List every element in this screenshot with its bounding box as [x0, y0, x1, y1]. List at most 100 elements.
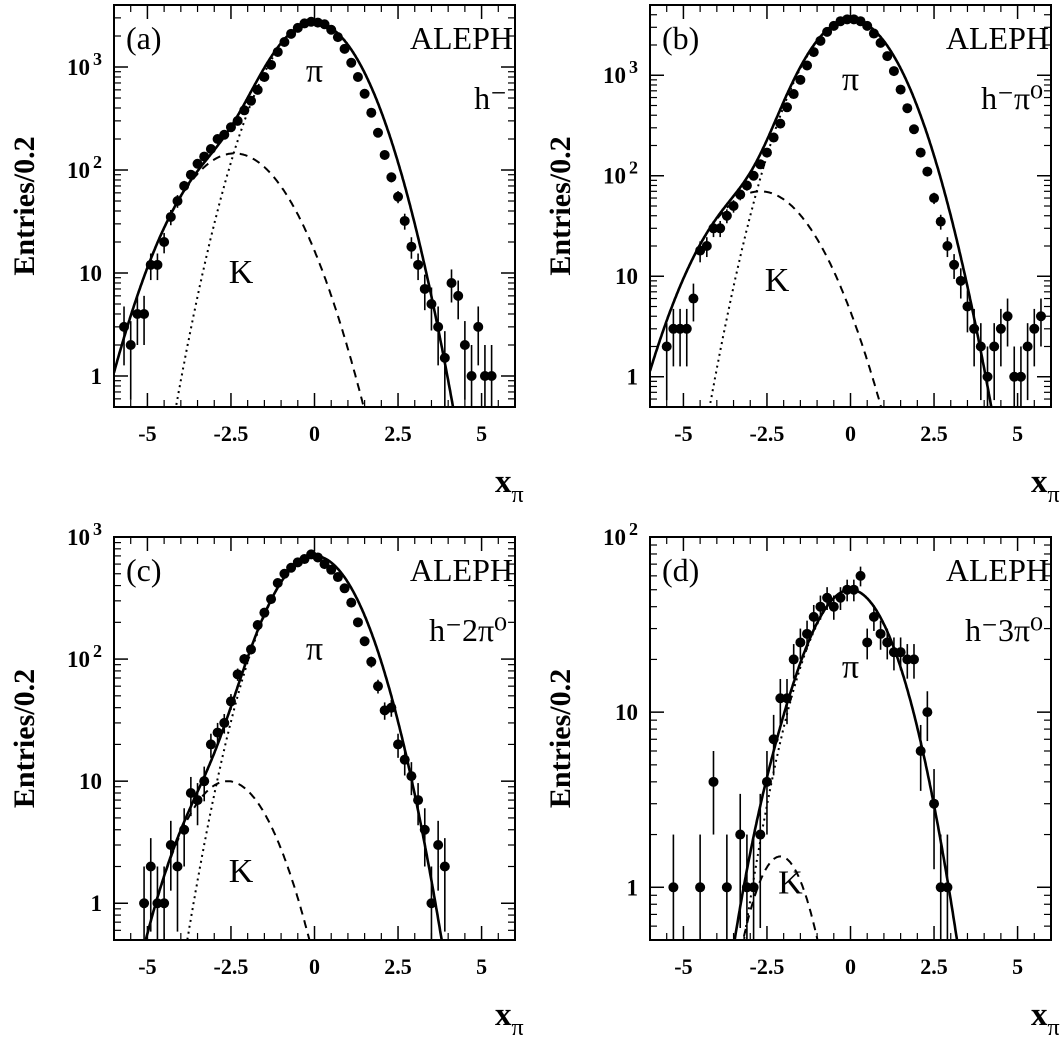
- data-point: [372, 127, 383, 138]
- fit-curve-solid: [650, 17, 993, 407]
- x-tick-label: -5: [138, 421, 156, 446]
- fit-curve-dashed: [742, 855, 819, 940]
- data-point: [239, 105, 250, 116]
- data-point: [1029, 323, 1040, 334]
- fit-curve-dashed: [114, 152, 365, 407]
- channel-label: h⁻2π⁰: [429, 612, 507, 648]
- x-tick-label: 5: [1012, 421, 1023, 446]
- data-point: [473, 321, 484, 332]
- data-point: [1022, 341, 1033, 352]
- kaon-annotation: K: [229, 853, 254, 890]
- x-tick-label: 0: [845, 954, 856, 979]
- data-point: [882, 51, 893, 62]
- data-point: [192, 158, 203, 169]
- data-point: [272, 577, 283, 588]
- data-point: [286, 562, 297, 573]
- x-axis-title: xπ: [495, 997, 524, 1041]
- data-point: [808, 611, 819, 622]
- data-point: [272, 46, 283, 57]
- data-point: [119, 321, 130, 332]
- x-tick-label: -2.5: [214, 954, 249, 979]
- data-point: [399, 754, 410, 765]
- data-point: [748, 882, 759, 893]
- data-point: [419, 824, 430, 835]
- data-point: [326, 24, 337, 35]
- x-tick-label: 5: [476, 954, 487, 979]
- data-point: [419, 283, 430, 294]
- data-point: [185, 169, 196, 180]
- channel-label: h⁻: [474, 80, 507, 116]
- data-point: [286, 28, 297, 39]
- data-point: [359, 636, 370, 647]
- data-point: [346, 597, 357, 608]
- data-point: [205, 739, 216, 750]
- data-point: [246, 95, 257, 106]
- data-point: [815, 601, 826, 612]
- data-point: [942, 240, 953, 251]
- data-point: [822, 26, 833, 37]
- chart-panel-4: -5 -2.5 0 2.5 5 1 10 10 2 (d) ALEPH h⁻3π⁰ π K Entries/…: [544, 519, 1060, 1041]
- data-point: [802, 628, 813, 639]
- data-point: [795, 74, 806, 85]
- data-point: [232, 115, 243, 126]
- y-tick-label: 10 3: [67, 49, 102, 80]
- y-tick-label: 10 2: [603, 519, 638, 550]
- data-point: [908, 124, 919, 135]
- data-point: [386, 702, 397, 713]
- data-point: [319, 19, 330, 30]
- data-point: [855, 570, 866, 581]
- data-point: [406, 241, 417, 252]
- panel-label: (d): [662, 552, 699, 588]
- data-point: [989, 341, 1000, 352]
- data-point: [366, 107, 377, 118]
- data-point: [339, 43, 350, 54]
- y-tick-label: 1: [91, 364, 103, 389]
- pion-annotation: π: [306, 630, 323, 667]
- x-axis-title: xπ: [1031, 997, 1060, 1041]
- data-point: [735, 189, 746, 200]
- data-point: [393, 191, 404, 202]
- experiment-label: ALEPH: [410, 20, 513, 56]
- y-axis-title: Entries/0.2: [544, 136, 577, 275]
- data-point: [942, 882, 953, 893]
- experiment-label: ALEPH: [946, 552, 1049, 588]
- pion-annotation: π: [842, 61, 859, 98]
- y-tick-label: 1: [627, 365, 639, 390]
- data-point: [172, 861, 183, 872]
- pion-annotation: π: [842, 648, 859, 685]
- x-axis-title: xπ: [495, 464, 524, 508]
- data-point: [239, 654, 250, 665]
- data-point: [406, 771, 417, 782]
- data-point: [775, 118, 786, 129]
- x-tick-label: -5: [674, 421, 692, 446]
- data-point: [868, 611, 879, 622]
- data-point: [761, 776, 772, 787]
- x-tick-label: 5: [476, 421, 487, 446]
- panel-label: (c): [126, 552, 162, 588]
- data-point: [393, 739, 404, 750]
- data-point: [728, 201, 739, 211]
- data-point: [339, 583, 350, 594]
- data-point: [386, 172, 397, 183]
- y-tick-label: 1: [627, 875, 639, 900]
- x-tick-label: 2.5: [384, 421, 412, 446]
- data-point: [949, 259, 960, 270]
- data-point: [426, 898, 437, 909]
- data-point: [741, 180, 752, 191]
- data-point: [815, 35, 826, 46]
- data-point: [661, 341, 672, 352]
- data-point: [139, 898, 150, 909]
- data-point: [782, 693, 793, 704]
- data-point: [413, 795, 424, 806]
- y-tick-label: 10 2: [67, 152, 102, 183]
- data-point: [433, 321, 444, 332]
- data-point: [875, 37, 886, 48]
- data-point: [922, 707, 933, 718]
- data-point: [326, 564, 337, 575]
- x-tick-label: -2.5: [750, 954, 785, 979]
- fit-curve-dashed: [650, 190, 883, 407]
- experiment-label: ALEPH: [946, 20, 1049, 56]
- plot-frame: [113, 536, 516, 941]
- data-point: [768, 132, 779, 143]
